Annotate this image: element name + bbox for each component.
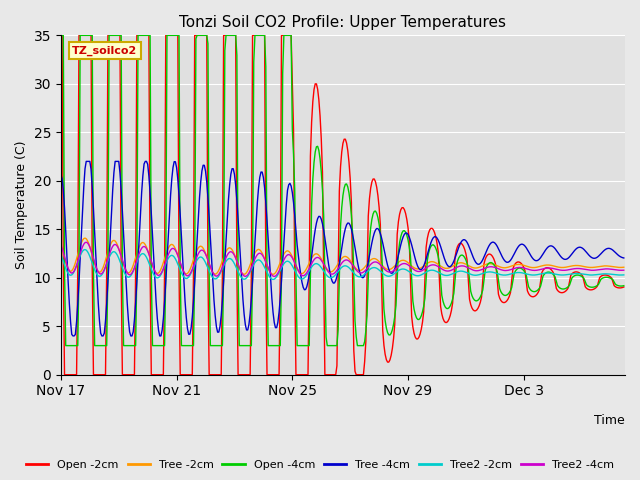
Open -2cm xyxy=(421,276,429,282)
Tree2 -2cm xyxy=(185,274,193,280)
Open -4cm xyxy=(174,33,182,38)
Tree2 -2cm xyxy=(294,274,302,279)
Open -2cm xyxy=(174,33,182,38)
Text: TZ_soilco2: TZ_soilco2 xyxy=(72,46,138,56)
Tree -4cm xyxy=(186,331,194,337)
Title: Tonzi Soil CO2 Profile: Upper Temperatures: Tonzi Soil CO2 Profile: Upper Temperatur… xyxy=(179,15,506,30)
Tree2 -2cm xyxy=(620,272,628,278)
Tree -4cm xyxy=(620,255,628,261)
Open -4cm xyxy=(620,283,628,288)
Tree -4cm xyxy=(422,256,430,262)
Tree -2cm xyxy=(116,250,124,255)
Tree2 -4cm xyxy=(95,269,102,275)
Y-axis label: Soil Temperature (C): Soil Temperature (C) xyxy=(15,141,28,269)
Open -4cm xyxy=(62,343,70,348)
Tree2 -4cm xyxy=(620,267,628,273)
Open -2cm xyxy=(293,372,301,378)
Tree2 -4cm xyxy=(271,274,278,279)
Tree2 -2cm xyxy=(174,261,182,267)
Open -4cm xyxy=(421,296,429,301)
Open -2cm xyxy=(185,372,193,378)
Tree2 -2cm xyxy=(81,247,89,252)
Tree -4cm xyxy=(175,192,183,198)
Tree -4cm xyxy=(95,318,103,324)
Open -2cm xyxy=(620,284,628,290)
Tree2 -2cm xyxy=(116,258,124,264)
Tree -2cm xyxy=(620,264,628,270)
Line: Tree2 -2cm: Tree2 -2cm xyxy=(61,250,624,279)
Open -4cm xyxy=(57,33,65,38)
Open -2cm xyxy=(116,33,124,38)
Tree2 -4cm xyxy=(185,273,193,278)
Tree -2cm xyxy=(95,269,102,275)
Tree2 -2cm xyxy=(95,273,102,279)
Tree -4cm xyxy=(69,333,77,339)
Open -4cm xyxy=(185,343,193,348)
Tree -2cm xyxy=(294,268,302,274)
Open -2cm xyxy=(57,33,65,38)
Tree -2cm xyxy=(174,252,182,258)
Tree2 -2cm xyxy=(269,276,277,282)
Tree -4cm xyxy=(294,253,302,259)
Line: Open -4cm: Open -4cm xyxy=(61,36,624,346)
Tree -4cm xyxy=(83,158,90,164)
Tree -2cm xyxy=(422,261,430,267)
Tree2 -4cm xyxy=(83,240,90,245)
Open -4cm xyxy=(95,343,102,348)
Text: Time: Time xyxy=(595,414,625,427)
Line: Tree2 -4cm: Tree2 -4cm xyxy=(61,242,624,276)
Line: Open -2cm: Open -2cm xyxy=(61,36,624,375)
Tree -4cm xyxy=(57,172,65,178)
Tree -2cm xyxy=(269,272,277,277)
Tree2 -4cm xyxy=(294,268,302,274)
Tree -2cm xyxy=(81,235,89,241)
Open -2cm xyxy=(95,372,102,378)
Tree -2cm xyxy=(185,269,193,275)
Tree -4cm xyxy=(117,187,125,193)
Open -2cm xyxy=(61,372,68,378)
Tree -2cm xyxy=(57,242,65,248)
Tree2 -4cm xyxy=(116,249,124,255)
Tree2 -4cm xyxy=(174,252,182,258)
Line: Tree -4cm: Tree -4cm xyxy=(61,161,624,336)
Tree2 -2cm xyxy=(422,269,430,275)
Tree2 -4cm xyxy=(422,265,430,271)
Tree2 -4cm xyxy=(57,242,65,248)
Legend: Open -2cm, Tree -2cm, Open -4cm, Tree -4cm, Tree2 -2cm, Tree2 -4cm: Open -2cm, Tree -2cm, Open -4cm, Tree -4… xyxy=(22,456,618,474)
Open -4cm xyxy=(293,343,301,348)
Open -4cm xyxy=(116,33,124,38)
Line: Tree -2cm: Tree -2cm xyxy=(61,238,624,275)
Tree2 -2cm xyxy=(57,252,65,257)
